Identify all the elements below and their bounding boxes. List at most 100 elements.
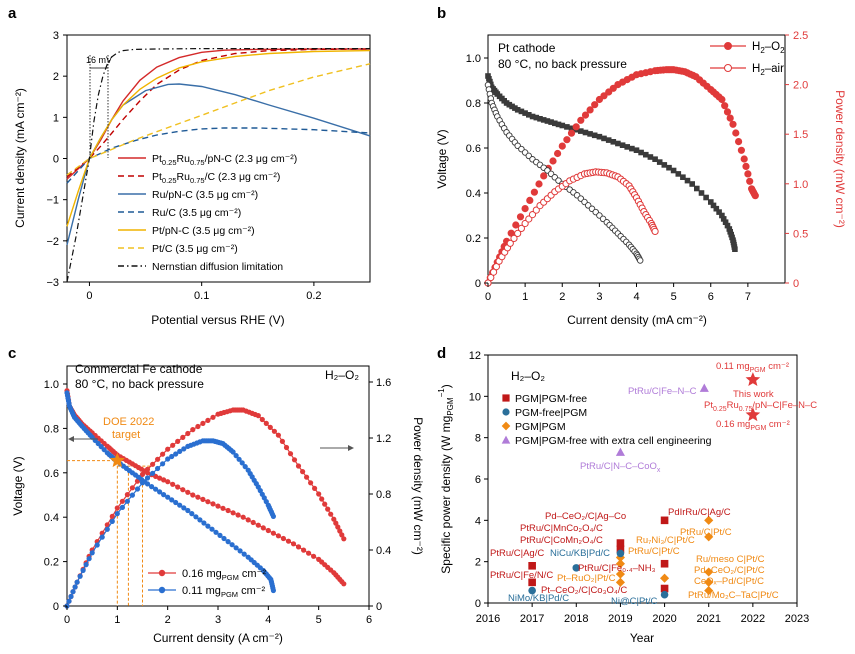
panel-c-point-2-60 bbox=[225, 539, 231, 545]
panel-b-point-3-14 bbox=[528, 211, 537, 219]
panel-b-point-0-53 bbox=[675, 171, 682, 177]
panel-b-ytick-right-label-4: 2.0 bbox=[793, 80, 808, 92]
panel-d-legend-label-0: PGM|PGM-free bbox=[515, 393, 587, 405]
panel-b-point-0-67 bbox=[724, 222, 731, 229]
panel-b-point-0-27 bbox=[555, 121, 562, 128]
panel-b-point-0-49 bbox=[656, 159, 663, 165]
panel-b-xlabel: Current density (mA cm⁻²) bbox=[567, 313, 707, 327]
panel-c-point-0-65 bbox=[265, 527, 271, 534]
panel-c-point-1-74 bbox=[339, 532, 345, 538]
panel-b-point-1-13 bbox=[526, 196, 534, 204]
panel-b-point-0-29 bbox=[564, 124, 570, 130]
panel-a-legend-main-0: Pt bbox=[152, 153, 162, 165]
panel-a-series-6 bbox=[66, 47, 370, 283]
panel-b-point-0-16 bbox=[514, 107, 521, 113]
panel-d-point-17 bbox=[704, 515, 714, 525]
panel-b-point-0-32 bbox=[578, 128, 584, 134]
panel-c-ytick-left-label-3: 0.6 bbox=[44, 468, 59, 480]
panel-b-point-1-22 bbox=[567, 129, 576, 137]
panel-c-legend-sub-1: PGM bbox=[221, 590, 238, 599]
panel-a-ytick-label-2: −1 bbox=[46, 195, 59, 207]
panel-d-ru7ni3: Ru₇Ni₃/C|Pt/C bbox=[636, 535, 695, 546]
panel-c-point-3-19 bbox=[134, 486, 141, 492]
panel-c-point-1-53 bbox=[267, 424, 273, 430]
panel-d-pdceo2: Pd–CeO₂/C|Pt/C bbox=[694, 565, 765, 576]
panel-b-point-1-65 bbox=[721, 102, 729, 110]
panel-c-xlabel: Current density (A cm⁻²) bbox=[153, 631, 283, 645]
panel-c-xtick-label-6: 6 bbox=[366, 614, 372, 626]
panel-d-bottom-note-value: 0.16 mg bbox=[716, 419, 750, 430]
panel-c-point-2-52 bbox=[193, 514, 199, 520]
panel-d-point-12 bbox=[660, 516, 669, 525]
panel-c-point-0-85 bbox=[341, 581, 347, 587]
panel-c-point-1-34 bbox=[210, 414, 216, 420]
panel-b-point-0-21 bbox=[533, 114, 540, 121]
panel-c-point-1-27 bbox=[175, 438, 181, 444]
panel-d-legend-label-3: PGM|PGM-free with extra cell engineering bbox=[515, 435, 712, 447]
panel-c-line-2 bbox=[66, 392, 274, 591]
panel-d-ytick-label-3: 6 bbox=[475, 474, 481, 486]
panel-c-point-0-50 bbox=[190, 492, 196, 498]
panel-c-xtick-label-3: 3 bbox=[215, 614, 221, 626]
panel-c-point-0-59 bbox=[235, 512, 241, 518]
panel-c-chart: 0 1 2 3 4 5 600.20.40.60.81.000.40.81.21.6 Com… bbox=[11, 362, 425, 645]
panel-c-point-1-67 bbox=[322, 501, 328, 507]
panel-c-point-0-52 bbox=[200, 496, 206, 502]
panel-c-point-1-70 bbox=[331, 516, 337, 522]
panel-c-legend-unit-0: cm⁻² bbox=[239, 568, 267, 580]
panel-c-point-0-56 bbox=[220, 505, 226, 511]
panel-a-legend-sub2-1: 0.75 bbox=[190, 176, 205, 185]
panel-b-point-0-26 bbox=[552, 120, 558, 127]
panel-c-ytick-left-label-1: 0.2 bbox=[44, 557, 59, 569]
panel-d-fenc: PtRu/C|Fe/N/C bbox=[490, 570, 553, 581]
panel-b-legend-rest-1: –air bbox=[765, 63, 784, 75]
panel-a-xlabel: Potential versus RHE (V) bbox=[151, 313, 284, 327]
panel-c-point-2-44 bbox=[161, 492, 167, 498]
panel-d-ylabel: Specific power density (W mgPGM−1) bbox=[437, 384, 455, 573]
panel-c-point-0-53 bbox=[205, 499, 211, 505]
panel-b-point-1-72 bbox=[740, 155, 748, 163]
panel-c-point-2-80 bbox=[270, 587, 276, 594]
panel-c-point-3-70 bbox=[270, 513, 276, 520]
panel-b-point-0-41 bbox=[619, 142, 626, 148]
panel-d-point-6 bbox=[615, 552, 625, 563]
panel-b-ytick-left-label-0: 0 bbox=[475, 278, 481, 290]
panel-d-point-2 bbox=[528, 586, 536, 595]
panel-c-ylabel-right: Power density (mW cm⁻²) bbox=[411, 417, 425, 555]
panel-c-point-1-72 bbox=[335, 524, 341, 530]
panel-b-point-0-34 bbox=[587, 131, 593, 137]
panel-d-point-9 bbox=[615, 577, 625, 587]
panel-c-point-1-51 bbox=[259, 416, 265, 423]
panel-c-point-1-65 bbox=[316, 491, 322, 497]
panel-d-this-work-formula-a-sub: 0.25 bbox=[713, 406, 727, 413]
panel-d-point-5 bbox=[616, 545, 625, 554]
panel-b-xtick-label-1: 1 bbox=[522, 291, 528, 303]
panel-b-point-1-12 bbox=[521, 205, 529, 213]
panel-c-point-2-55 bbox=[205, 523, 211, 529]
panel-b-point-0-60 bbox=[708, 199, 714, 205]
panel-c-point-1-75 bbox=[341, 536, 347, 542]
panel-d-ptru-pt-2019: PtRu/C|Pt/C bbox=[628, 546, 680, 557]
panel-b-point-0-65 bbox=[720, 216, 727, 222]
panel-c-point-1-21 bbox=[144, 466, 151, 472]
panel-c-point-0-58 bbox=[230, 510, 236, 516]
panel-c-point-1-31 bbox=[195, 423, 201, 430]
panel-b-point-0-47 bbox=[647, 154, 654, 160]
panel-c-point-2-62 bbox=[233, 545, 239, 551]
panel-c-point-3-13 bbox=[104, 526, 110, 532]
panel-c-point-1-18 bbox=[129, 485, 135, 491]
panel-b-point-0-48 bbox=[652, 156, 658, 162]
panel-a-legend-label-2: Ru/pN-C (3.5 μg cm⁻²) bbox=[152, 189, 258, 201]
panel-b-point-0-17 bbox=[518, 108, 525, 115]
panel-b-legend-marker-0 bbox=[724, 42, 732, 50]
panel-b-legend-main-0: H bbox=[752, 41, 760, 53]
panel-d-point-24 bbox=[745, 407, 761, 422]
panel-b-title-line-2: 80 °C, no back pressure bbox=[498, 57, 627, 71]
panel-c-point-1-68 bbox=[325, 506, 331, 512]
panel-c-point-2-57 bbox=[213, 529, 219, 535]
panel-c-point-0-45 bbox=[165, 479, 171, 485]
panel-d-nimo: NiMo/KB|Pd/C bbox=[508, 593, 569, 604]
panel-c-point-0-46 bbox=[170, 481, 176, 487]
